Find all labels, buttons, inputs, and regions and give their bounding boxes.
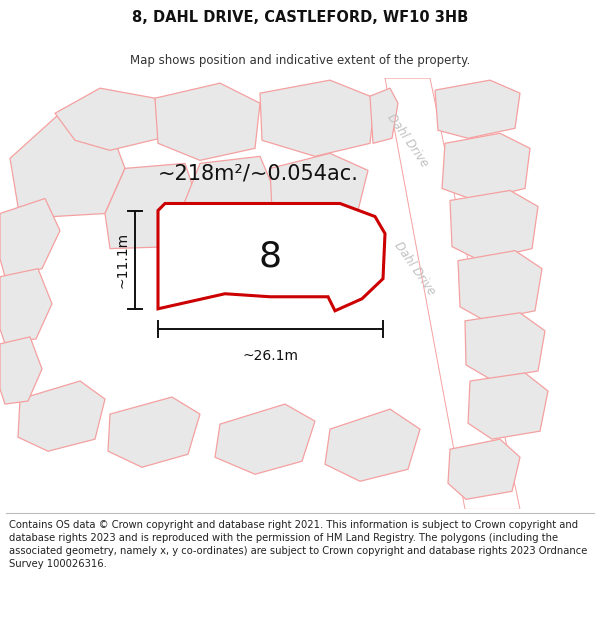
Polygon shape [0,199,60,277]
Polygon shape [260,80,375,156]
Polygon shape [108,397,200,468]
Polygon shape [158,204,385,311]
Polygon shape [370,88,398,143]
Polygon shape [215,404,315,474]
Text: Map shows position and indicative extent of the property.: Map shows position and indicative extent… [130,54,470,68]
Polygon shape [435,80,520,138]
Polygon shape [18,381,105,451]
Polygon shape [325,409,420,481]
Polygon shape [450,191,538,261]
Polygon shape [465,312,545,379]
Polygon shape [155,83,260,161]
Polygon shape [0,337,42,404]
Text: 8, DAHL DRIVE, CASTLEFORD, WF10 3HB: 8, DAHL DRIVE, CASTLEFORD, WF10 3HB [132,9,468,24]
Text: Contains OS data © Crown copyright and database right 2021. This information is : Contains OS data © Crown copyright and d… [9,520,587,569]
Text: Dahl Drive: Dahl Drive [385,111,431,169]
Polygon shape [180,156,280,249]
Text: ~218m²/~0.054ac.: ~218m²/~0.054ac. [158,163,359,183]
Polygon shape [55,88,160,151]
Polygon shape [458,251,542,321]
Polygon shape [385,78,520,509]
Text: 8: 8 [259,239,281,274]
Text: Dahl Drive: Dahl Drive [392,239,438,298]
Polygon shape [105,163,200,249]
Text: ~11.1m: ~11.1m [116,232,130,288]
Polygon shape [468,373,548,439]
Polygon shape [0,269,52,344]
Polygon shape [205,221,372,294]
Polygon shape [442,133,530,201]
Polygon shape [448,439,520,499]
Text: ~26.1m: ~26.1m [242,349,299,363]
Polygon shape [270,153,368,224]
Polygon shape [10,113,125,219]
